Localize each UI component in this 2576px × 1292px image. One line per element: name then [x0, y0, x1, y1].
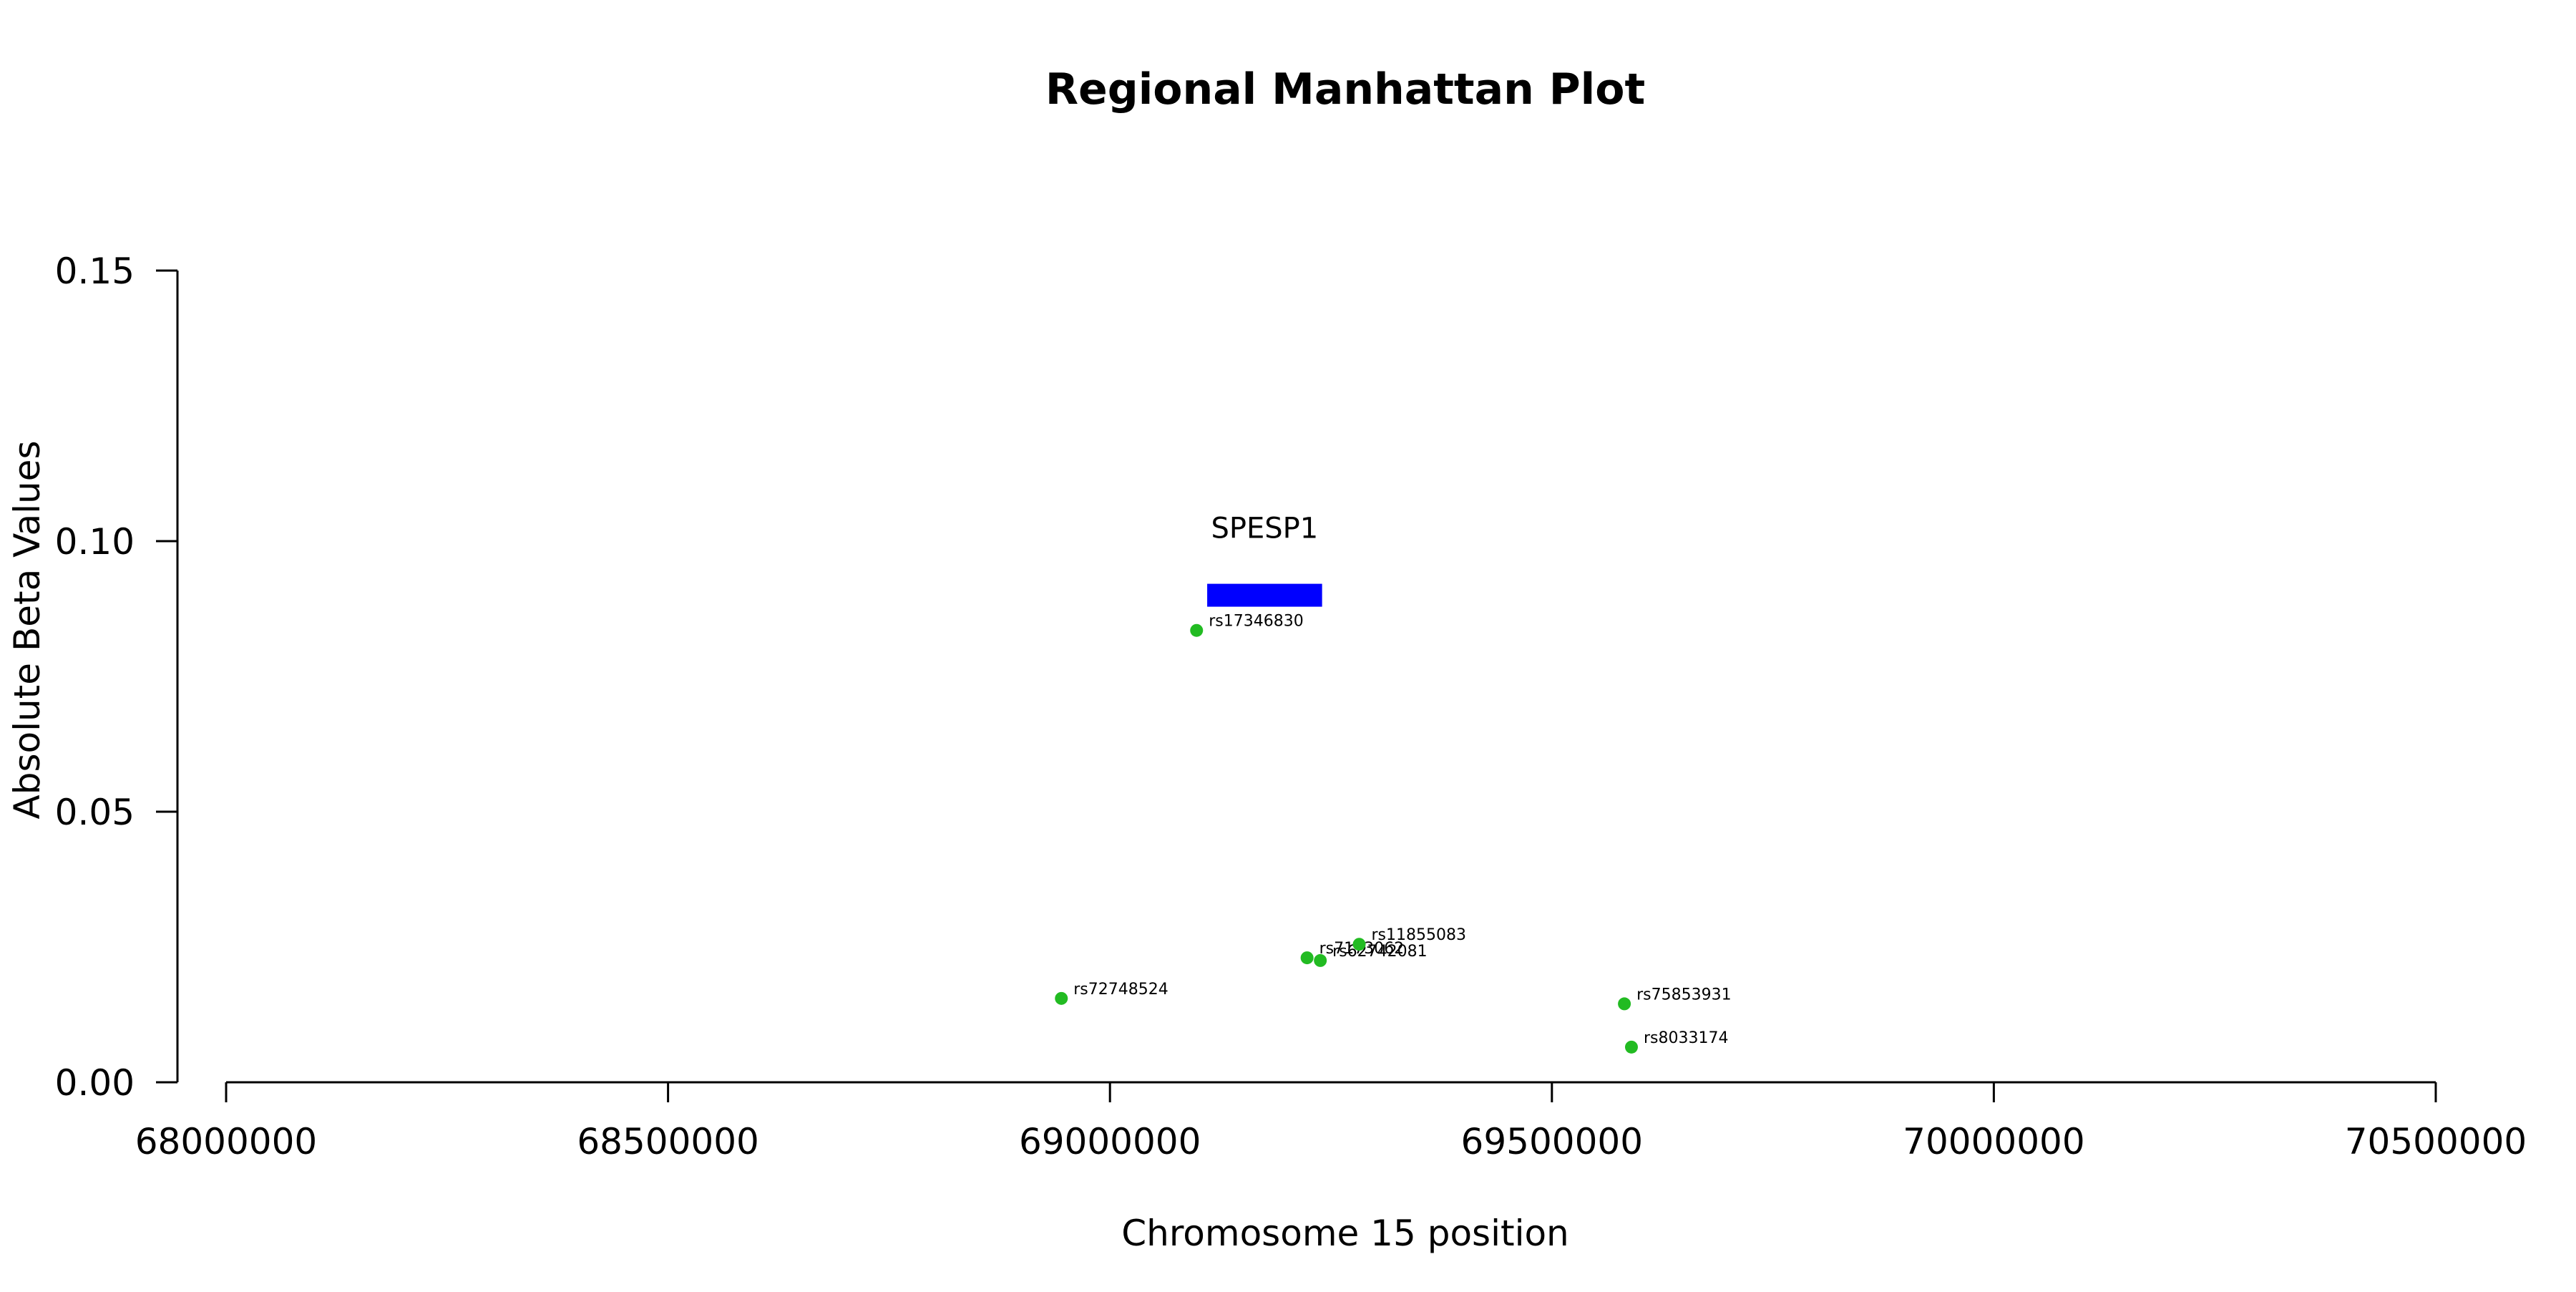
snp-label: rs17346830 — [1209, 613, 1303, 631]
y-tick-label: 0.05 — [55, 792, 135, 833]
x-tick-label: 68000000 — [135, 1121, 318, 1162]
y-tick-label: 0.00 — [55, 1062, 135, 1104]
snp-point — [1314, 953, 1327, 967]
snp-points: rs72748524rs17346830rs7173062rs62742081r… — [1055, 613, 1732, 1054]
x-tick-label: 68500000 — [577, 1121, 759, 1162]
y-tick-label: 0.10 — [55, 521, 135, 563]
gene-label: SPESP1 — [1211, 513, 1318, 545]
snp-label: rs11855083 — [1372, 926, 1466, 944]
snp-label: rs8033174 — [1644, 1029, 1729, 1047]
snp-point — [1190, 623, 1204, 637]
snp-point — [1055, 991, 1068, 1005]
axes: 68000000 68500000 69000000 69500000 70000000… — [55, 251, 2527, 1162]
snp-label: rs62742081 — [1332, 943, 1427, 961]
y-tick-label: 0.15 — [55, 251, 135, 292]
x-tick-label: 69500000 — [1461, 1121, 1644, 1162]
x-tick-label: 69000000 — [1019, 1121, 1201, 1162]
snp-label: rs72748524 — [1073, 981, 1168, 999]
snp-label: rs75853931 — [1636, 986, 1731, 1004]
gene-track: SPESP1 — [1207, 513, 1322, 607]
snp-point — [1618, 997, 1631, 1011]
snp-point — [1352, 938, 1366, 951]
y-axis-label: Absolute Beta Values — [6, 441, 48, 820]
gene-bar — [1207, 583, 1322, 607]
x-tick-label: 70000000 — [1903, 1121, 2085, 1162]
x-tick-label: 70500000 — [2345, 1121, 2527, 1162]
snp-point — [1624, 1040, 1638, 1054]
snp-point — [1300, 951, 1314, 965]
x-axis-label: Chromosome 15 position — [1121, 1213, 1569, 1254]
chart-title: Regional Manhattan Plot — [1045, 64, 1645, 115]
